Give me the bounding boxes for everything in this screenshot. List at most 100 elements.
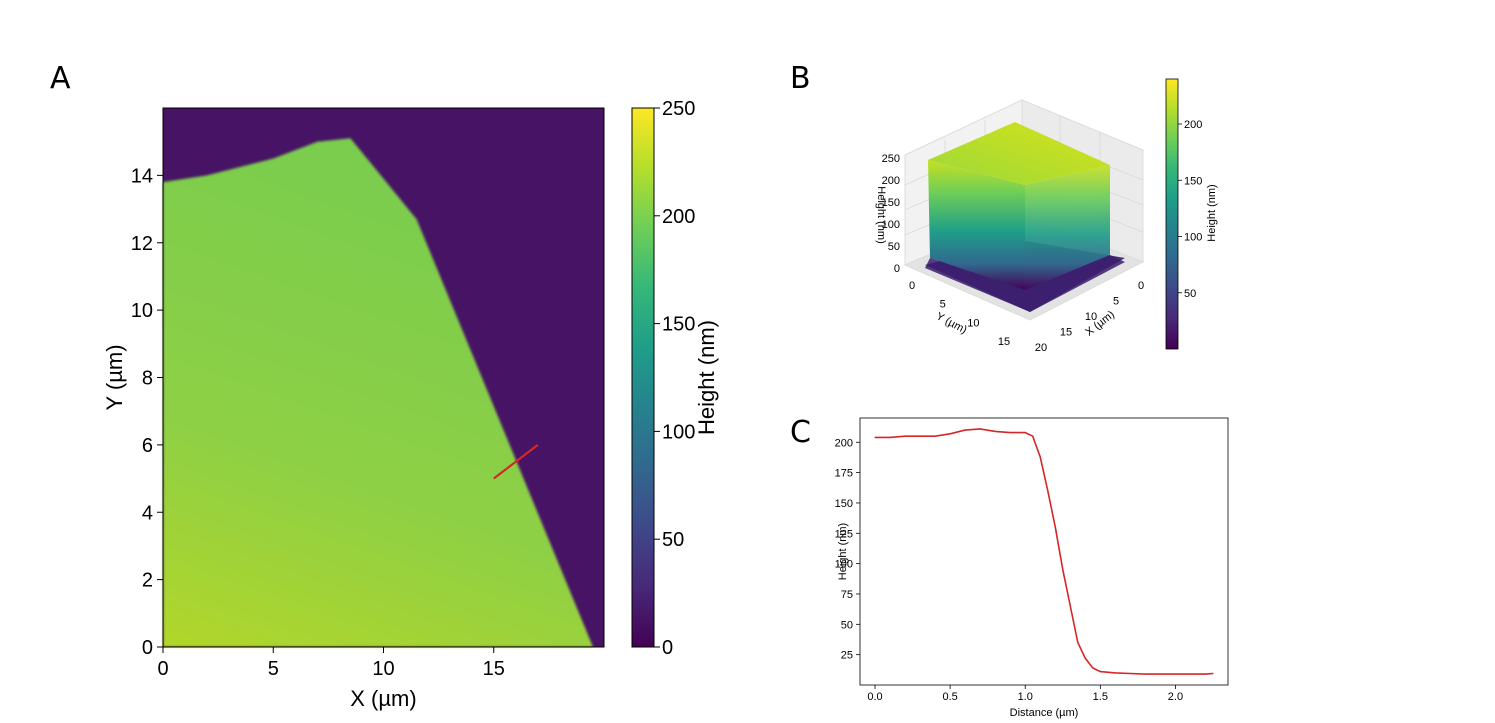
surface-x-tick-label: 10: [1085, 311, 1097, 323]
surface-z-tick-label: 100: [882, 219, 900, 231]
heatmap-y-ticks: 0 2 4 6 8 10 12 14: [131, 165, 163, 659]
heatmap-y-tick-label: 10: [131, 300, 153, 322]
height-profile-point: [889, 436, 891, 439]
line-chart-y-tick-label: 175: [835, 468, 853, 480]
height-profile-point: [1062, 569, 1064, 571]
height-profile-point: [874, 436, 876, 439]
surface-colorbar-ticks: 50 100 150 200: [1178, 119, 1202, 300]
surface-x-tick-label: 0: [1138, 280, 1144, 292]
surface-y-tick-label: 0: [909, 280, 915, 292]
panel-label-a: A: [50, 61, 71, 96]
heatmap-y-tick-label: 6: [142, 435, 153, 457]
height-profile-point: [934, 435, 936, 437]
heatmap-panel-a: 0 5 10 15 0 2 4 6 8 10 12 14 X (µm) Y (µm) 0 50 100 1…: [102, 98, 719, 711]
surface-block-skirt: [925, 255, 1125, 312]
height-profile-point: [919, 435, 921, 437]
heatmap-x-tick-label: 5: [268, 658, 279, 680]
surface-z-tick-label: 50: [888, 241, 900, 253]
line-chart-y-tick-label: 200: [835, 437, 853, 449]
surface-colorbar-tick-label: 100: [1184, 232, 1202, 244]
heatmap-x-tick-label: 15: [483, 658, 505, 680]
line-chart-x-tick-label: 2.0: [1168, 691, 1183, 703]
line-chart-x-tick-label: 1.5: [1093, 691, 1108, 703]
surface-colorbar-tick-label: 150: [1184, 175, 1202, 187]
height-profile-point: [1212, 672, 1214, 675]
height-profile-point: [1047, 490, 1049, 492]
height-profile-point: [949, 433, 951, 435]
height-profile-point: [964, 429, 966, 431]
height-profile-point: [1189, 673, 1192, 675]
height-profile-point: [1039, 456, 1041, 458]
surface-colorbar-tick-label: 200: [1184, 119, 1202, 131]
heatmap-x-tick-label: 0: [157, 658, 168, 680]
height-profile-point: [1092, 667, 1094, 669]
surface-colorbar: [1165, 78, 1179, 350]
surface-x-tick-label: 15: [1060, 327, 1072, 339]
surface-z-tick-label: 250: [882, 153, 900, 165]
height-profile-point: [1114, 672, 1116, 674]
profile-line-marker: [493, 444, 539, 480]
height-profile-point: [1009, 431, 1011, 434]
surface-z-ticks: 0 50 100 150 200 250: [882, 153, 900, 275]
heatmap-x-tick-label: 10: [372, 658, 394, 680]
height-profile-point: [1204, 673, 1207, 675]
colorbar-tick-label: 200: [662, 206, 695, 228]
surface-y-ticks: 0 5 10 15: [909, 280, 1010, 348]
surface-x-ticks: 0 5 10 15 20: [1035, 280, 1144, 354]
height-profile-point: [1024, 431, 1026, 434]
line-chart-y-tick-label: 125: [835, 528, 853, 540]
surface-colorbar-label: Height (nm): [1206, 184, 1218, 241]
line-chart-y-ticks: 25 50 75 100 125 150 175 200: [835, 437, 860, 662]
height-profile-point: [1174, 673, 1177, 675]
height-profile-point: [1099, 671, 1101, 673]
line-chart-x-ticks: 0.0 0.5 1.0 1.5 2.0: [867, 685, 1183, 703]
heatmap-plateau-region: [163, 138, 593, 648]
surface-y-tick-label: 5: [940, 299, 946, 311]
height-profile-point: [1054, 526, 1056, 528]
surface-z-axis-label: Height (nm): [875, 186, 887, 243]
surface-block-front-right: [1025, 165, 1110, 290]
colorbar-tick-label: 150: [662, 314, 695, 336]
line-chart-y-tick-label: 50: [841, 619, 853, 631]
height-profile-point: [994, 430, 996, 432]
height-profile-point: [1159, 673, 1162, 675]
line-chart-x-tick-label: 0.0: [867, 691, 882, 703]
colorbar-tick-label: 0: [662, 637, 673, 659]
colorbar-tick-label: 100: [662, 421, 695, 443]
heatmap-y-tick-label: 4: [142, 502, 153, 524]
heatmap-x-ticks: 0 5 10 15: [157, 647, 505, 680]
surface-panel-b: 0 50 100 150 200 250 0 5 10 15 0 5 10 15 20 Height (…: [875, 78, 1218, 354]
heatmap-y-tick-label: 0: [142, 637, 153, 659]
heatmap-x-axis-label: X (µm): [350, 686, 416, 711]
surface-y-tick-label: 15: [998, 336, 1010, 348]
line-panel-c: 0.0 0.5 1.0 1.5 2.0 25 50 75 100 125 150 175 200 Di…: [835, 417, 1229, 719]
line-chart-y-tick-label: 150: [835, 498, 853, 510]
line-chart-frame: [859, 417, 1229, 686]
line-chart-y-tick-label: 75: [841, 589, 853, 601]
height-profile-point: [1084, 657, 1086, 659]
height-profile-point: [979, 428, 981, 430]
height-profile-series: [875, 428, 1214, 675]
line-chart-x-axis-label: Distance (µm): [1010, 707, 1079, 719]
surface-y-tick-label: 10: [967, 317, 979, 329]
panel-label-c: C: [790, 415, 811, 450]
surface-z-tick-label: 0: [894, 263, 900, 275]
heatmap-colorbar-label: Height (nm): [694, 320, 719, 435]
surface-z-tick-label: 200: [882, 175, 900, 187]
colorbar-tick-label: 50: [662, 529, 684, 551]
heatmap-y-tick-label: 2: [142, 570, 153, 592]
surface-x-tick-label: 5: [1113, 296, 1119, 308]
surface-x-tick-label: 20: [1035, 342, 1047, 354]
height-profile-point: [1069, 605, 1071, 607]
surface-block-front-left: [928, 160, 1025, 290]
surface-z-tick-label: 150: [882, 197, 900, 209]
heatmap-colorbar-ticks: 0 50 100 150 200 250: [654, 98, 695, 659]
heatmap-y-tick-label: 8: [142, 368, 153, 390]
colorbar-tick-label: 250: [662, 98, 695, 120]
line-chart-x-tick-label: 1.0: [1018, 691, 1033, 703]
heatmap-y-tick-label: 12: [131, 233, 153, 255]
height-profile-point: [1077, 641, 1079, 644]
line-chart-y-axis-label: Height (nm): [837, 523, 849, 580]
height-profile-point: [1032, 435, 1034, 437]
